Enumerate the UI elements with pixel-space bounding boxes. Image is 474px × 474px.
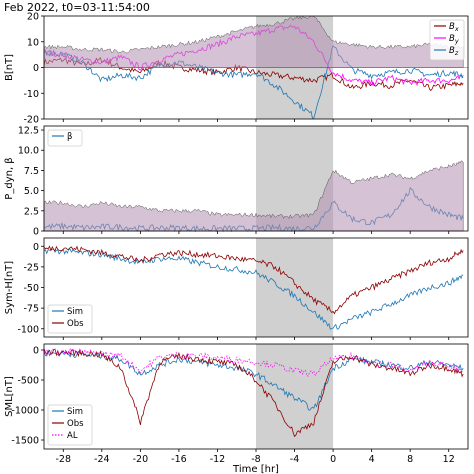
ytick-label: -500 — [17, 376, 39, 387]
ytick-label: 7.5 — [24, 166, 39, 177]
xtick-label: -4 — [290, 454, 299, 465]
xtick-label: 12 — [443, 454, 455, 465]
legend-label: Sim — [67, 407, 83, 417]
legend: Sim Obs — [47, 304, 93, 334]
xtick-label: -16 — [171, 454, 187, 465]
ytick-label: -75 — [23, 304, 39, 315]
series-line-Sim — [43, 248, 464, 330]
shade-interval — [256, 344, 334, 449]
ytick-label: -100 — [17, 324, 39, 335]
legend-label: Bx — [449, 22, 459, 33]
y-axis-label: Sym-H[nT] — [4, 261, 15, 314]
legend-label: β — [67, 132, 72, 142]
legend-box — [47, 129, 83, 147]
series-line-Bz — [43, 45, 464, 119]
ytick-label: 0 — [33, 227, 39, 238]
xtick-label: -28 — [56, 454, 72, 465]
ytick-label: 10 — [27, 37, 39, 48]
series-line-Obs — [43, 348, 464, 438]
x-axis-label: Time [hr] — [232, 464, 279, 474]
ytick-label: 5.0 — [24, 186, 39, 197]
ytick-label: -1000 — [11, 406, 39, 417]
legend: Sim Obs AL — [47, 404, 93, 446]
shade-interval — [256, 238, 334, 337]
legend-label: AL — [67, 431, 78, 441]
series-line-Obs — [43, 245, 464, 315]
series-area-|B| — [43, 15, 464, 68]
legend-box — [47, 304, 93, 334]
ytick-label: -1500 — [11, 436, 39, 447]
ytick-label: -25 — [23, 262, 39, 273]
xtick-label: -24 — [94, 454, 110, 465]
ytick-label: 20 — [27, 12, 39, 23]
legend-label: Obs — [67, 419, 84, 429]
ytick-label: 2.5 — [24, 206, 39, 217]
y-axis-label: B[nT] — [4, 54, 15, 81]
xtick-label: -12 — [210, 454, 226, 465]
y-axis-label: P_dyn, β — [4, 157, 15, 199]
figure-title: Feb 2022, t0=03-11:54:00 — [4, 1, 150, 14]
panel-Pdyn-beta: 0 2.5 5.0 7.5 10.0 12.5 P_dyn, β β — [4, 126, 469, 238]
panel-SML: -1500 -1000 -500 0 -28 -24 -20 -16 -12 -8 -4 0 4 8 12 S… — [4, 343, 469, 465]
legend-label: Obs — [67, 319, 84, 329]
xtick-label: 0 — [330, 454, 336, 465]
ytick-label: -50 — [23, 283, 39, 294]
series-line-Sim — [43, 349, 464, 411]
ytick-label: 12.5 — [18, 126, 39, 137]
ytick-label: 0 — [33, 242, 39, 253]
y-axis-label: SML[nT] — [4, 376, 15, 417]
xtick-label: -20 — [133, 454, 149, 465]
xtick-label: 4 — [369, 454, 375, 465]
xtick-label: -8 — [251, 454, 260, 465]
legend-label: Sim — [67, 307, 83, 317]
series-line-AL — [43, 348, 464, 377]
series-area-Pdyn — [43, 160, 464, 232]
ytick-label: 10.0 — [18, 146, 39, 157]
ytick-label: -10 — [23, 89, 39, 100]
legend-label: By — [449, 34, 459, 45]
ytick-label: -20 — [23, 115, 39, 126]
ytick-label: 0 — [33, 346, 39, 357]
panel-SymH: -100 -75 -50 -25 0 Sym-H[nT] Sim Obs — [4, 237, 469, 340]
legend-label: Bz — [449, 46, 459, 57]
xtick-label: 8 — [407, 454, 413, 465]
ytick-label: 0 — [33, 63, 39, 74]
legend: β — [47, 129, 83, 147]
